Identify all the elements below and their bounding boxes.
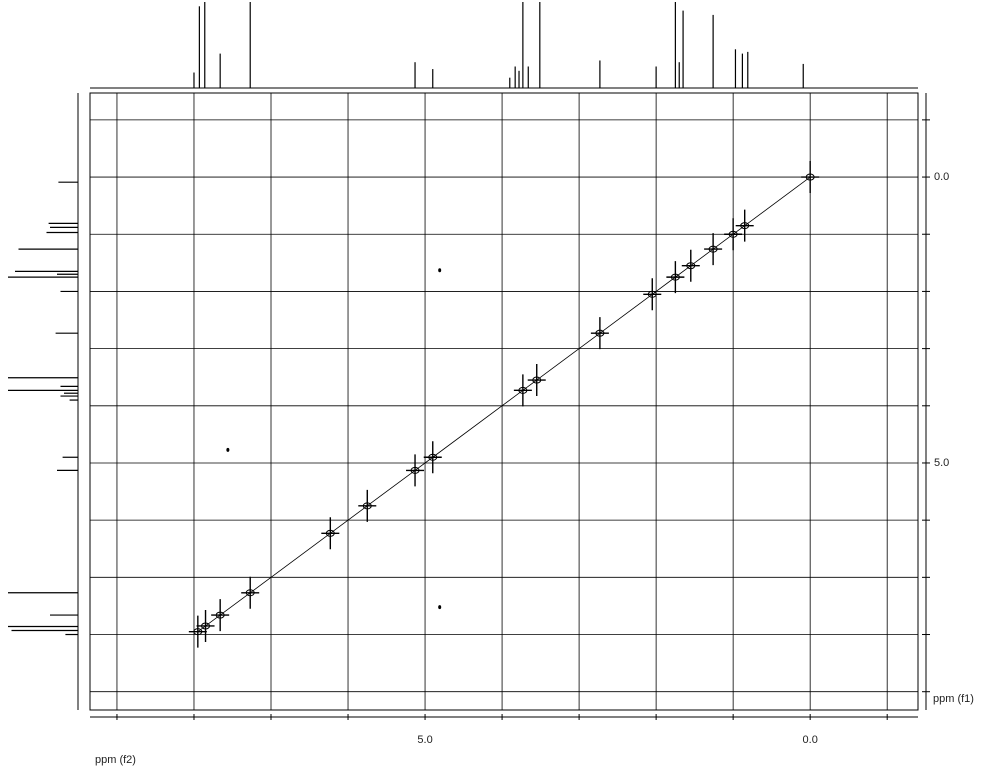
- diagonal-peak: [211, 599, 230, 632]
- x-axis-label: ppm (f2): [95, 754, 136, 766]
- diagonal-peak: [241, 576, 260, 609]
- y-tick-label: 0.0: [934, 171, 949, 183]
- diagonal-peak-contour: [740, 222, 750, 230]
- diagonal-peak: [196, 609, 215, 642]
- diagonal-peak-contour: [428, 453, 438, 461]
- diagonal-peak-contour: [201, 622, 211, 630]
- diagonal-peak: [724, 218, 743, 251]
- diagonal-peak-contour: [595, 329, 605, 337]
- diagonal-peak-contour: [325, 529, 335, 537]
- diagonal-peak: [513, 374, 532, 407]
- diagonal-peak-contour: [686, 262, 696, 270]
- cross-peak: [438, 605, 442, 610]
- diagonal-peak: [527, 364, 546, 397]
- diagonal-peak: [704, 233, 723, 266]
- diagonal-line: [197, 176, 811, 632]
- x-tick-label: 5.0: [417, 734, 432, 746]
- diagonal-peak-contour: [532, 376, 542, 384]
- diagonal-peak: [681, 249, 700, 282]
- diagonal-peak: [735, 209, 754, 242]
- diagonal-peak-contour: [805, 173, 815, 181]
- diagonal-peak-contour: [362, 502, 372, 510]
- diagonal-peak: [358, 489, 377, 522]
- diagonal-peak: [188, 615, 207, 648]
- diagonal-peak: [801, 161, 820, 194]
- diagonal-peak-contour: [518, 386, 528, 394]
- diagonal-peak-contour: [670, 273, 680, 281]
- diagonal-peak: [406, 454, 425, 487]
- plot-frame: [89, 92, 919, 711]
- y-axis-label: ppm (f1): [933, 693, 974, 705]
- diagonal-peak: [423, 441, 442, 474]
- diagonal-peak-contour: [708, 245, 718, 253]
- diagonal-peak-contour: [647, 290, 657, 298]
- y-tick-label: 5.0: [934, 457, 949, 469]
- diagonal-peak-contour: [410, 466, 420, 474]
- diagonal-peak: [590, 317, 609, 350]
- diagonal-peak: [666, 261, 685, 294]
- diagonal-peak: [643, 278, 662, 311]
- cross-peak: [226, 447, 230, 452]
- diagonal-peak: [321, 517, 340, 550]
- diagonal-peak-contour: [245, 589, 255, 597]
- cross-peak: [438, 268, 442, 273]
- diagonal-peak-contour: [728, 230, 738, 238]
- diagonal-peak-contour: [215, 611, 225, 619]
- x-tick-label: 0.0: [803, 734, 818, 746]
- diagonal-peak-contour: [193, 628, 203, 636]
